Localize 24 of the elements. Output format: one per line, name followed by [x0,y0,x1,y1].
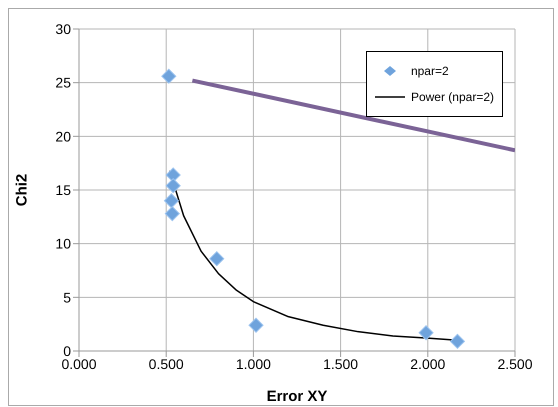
point [166,178,181,194]
y-tick-label: 5 [63,289,72,306]
x-tick-label: 2.500 [497,356,533,372]
point [450,334,465,349]
point [418,325,434,340]
x-tick-label: 2.000 [410,356,446,372]
point [161,68,176,84]
point [209,251,224,266]
point [164,206,180,222]
point [248,318,264,333]
y-tick-label: 25 [55,74,72,91]
x-axis-title: Error XY [266,388,328,405]
y-axis-title: Chi2 [13,174,30,206]
legend-label: npar=2 [410,64,449,78]
point [164,193,179,208]
y-tick-label: 15 [55,182,72,198]
y-tick-label: 10 [55,236,72,252]
x-tick-label: 1.500 [323,356,358,372]
x-tick-label: 1.000 [236,356,272,372]
y-tick-label: 20 [55,128,72,144]
point [166,167,181,182]
y-tick-label: 30 [55,20,72,37]
legend-label: Power (npar=2) [410,90,494,104]
x-tick-label: 0.500 [148,356,184,372]
